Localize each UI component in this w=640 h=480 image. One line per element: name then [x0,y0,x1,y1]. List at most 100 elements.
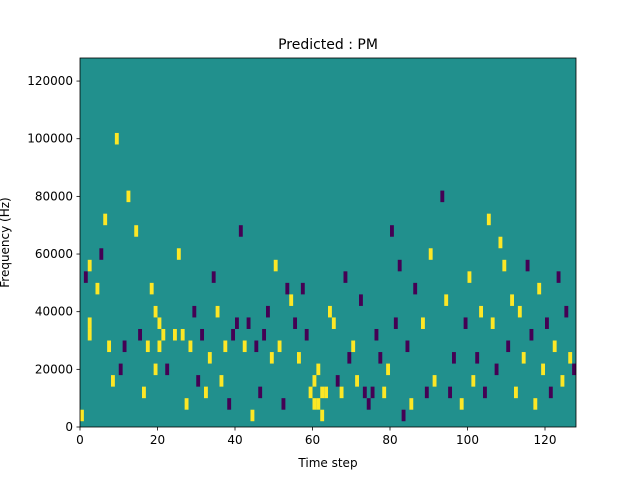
heatmap-cell [285,282,290,295]
y-tick-label: 120000 [27,74,73,88]
heatmap-cell [103,213,108,226]
heatmap-cell [471,375,476,387]
heatmap-cell [161,328,166,341]
heatmap-cell [87,317,92,329]
y-tick-label: 80000 [35,189,73,203]
heatmap-cell [293,317,298,329]
heatmap-cell [312,398,317,410]
heatmap-cell [514,386,518,399]
heatmap-cell [421,317,425,329]
heatmap-cell [184,398,189,410]
heatmap-cell [343,271,348,283]
heatmap-cell [80,409,84,422]
heatmap-cell [568,352,573,364]
heatmap-cell [207,352,212,364]
y-axis-label: Frequency (Hz) [0,197,12,288]
plot-frame [79,57,577,428]
heatmap-cell [564,305,569,318]
heatmap-cell [556,271,561,283]
heatmap-cell [347,352,352,364]
heatmap-cell [440,190,445,203]
plot-background [80,58,576,427]
heatmap-cell [351,340,356,353]
heatmap-cell [467,271,472,283]
heatmap-cell [266,305,270,318]
heatmap-cell [463,317,468,329]
heatmap-cell [165,363,170,376]
x-tick-label: 0 [76,433,84,447]
heatmap-cell [138,328,143,341]
heatmap-cell [401,409,406,422]
heatmap-cell [370,386,375,399]
heatmap-cell [238,225,243,237]
heatmap-cell [95,282,100,295]
heatmap-cell [378,352,383,364]
heatmap-cell [374,328,379,341]
heatmap-cell [316,363,321,376]
heatmap-cell [312,375,317,387]
heatmap-cell [324,386,329,399]
heatmap-cell [316,398,321,410]
heatmap-cell [428,248,433,260]
heatmap-cell [180,328,185,341]
heatmap-cell [494,363,499,376]
heatmap-cell [188,340,193,353]
heatmap-cell [533,398,538,410]
heatmap-cell [87,259,92,272]
heatmap-cell [382,386,387,399]
heatmap-cell [490,317,495,329]
heatmap-cell [448,386,453,399]
heatmap-cell [304,328,309,341]
y-tick-label: 60000 [35,247,73,261]
heatmap-cell [545,317,549,329]
y-tick-label: 20000 [35,362,73,376]
heatmap-cell [149,282,154,295]
heatmap-cell [111,375,115,387]
heatmap-cell [405,340,410,353]
x-axis-ticks: 0 20 40 60 80 100 120 [76,427,556,447]
heatmap-cell [142,386,146,399]
heatmap-cell [517,305,522,318]
heatmap-cell [525,259,530,272]
x-tick-label: 120 [534,433,557,447]
heatmap-cell [297,352,301,364]
heatmap-cell [223,340,228,353]
heatmap-cell [548,386,553,399]
heatmap-cell [328,305,332,318]
heatmap-cell [413,282,418,295]
heatmap-cell [432,375,437,387]
heatmap-cell [486,213,491,226]
heatmap-cell [277,340,282,353]
heatmap-cell [502,259,507,272]
heatmap-cell [157,317,162,329]
heatmap-cell [114,132,119,145]
y-tick-label: 100000 [27,132,73,146]
heatmap-cell [320,386,325,399]
y-tick-label: 40000 [35,305,73,319]
heatmap-cell [459,398,464,410]
heatmap-cell [99,248,104,260]
heatmap-cell [506,340,511,353]
heatmap-cell [300,282,305,295]
heatmap-cell [452,352,456,364]
heatmap-cell [541,363,546,376]
heatmap-cell [235,317,239,329]
heatmap-cell [157,340,162,353]
heatmap-cell [107,340,112,353]
heatmap-cell [242,340,247,353]
heatmap-cell [339,386,344,399]
x-tick-label: 40 [227,433,242,447]
heatmap-cell [498,236,503,249]
heatmap-cell [145,340,150,353]
heatmap-cell [87,328,92,341]
heatmap-cell [308,386,313,399]
heatmap-cell [366,398,371,410]
heatmap-cell [273,259,278,272]
heatmap-cell [362,386,367,399]
heatmap-cell [231,328,236,341]
y-tick-label: 0 [65,420,73,434]
heatmap-cell [227,398,232,410]
heatmap-cell [424,386,429,399]
heatmap-cell [118,363,123,376]
